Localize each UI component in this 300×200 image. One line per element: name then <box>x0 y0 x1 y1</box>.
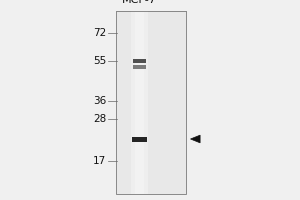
Text: 17: 17 <box>93 156 106 166</box>
Text: MCF-7: MCF-7 <box>122 0 157 5</box>
Text: 36: 36 <box>93 96 106 106</box>
Bar <box>135 11 144 194</box>
Text: 28: 28 <box>93 114 106 124</box>
Text: 72: 72 <box>93 28 106 38</box>
Bar <box>133 59 146 63</box>
Bar <box>116 11 186 194</box>
Bar <box>132 136 147 142</box>
Polygon shape <box>190 135 200 143</box>
Text: 55: 55 <box>93 56 106 66</box>
Bar <box>131 11 148 194</box>
Bar <box>133 65 146 69</box>
